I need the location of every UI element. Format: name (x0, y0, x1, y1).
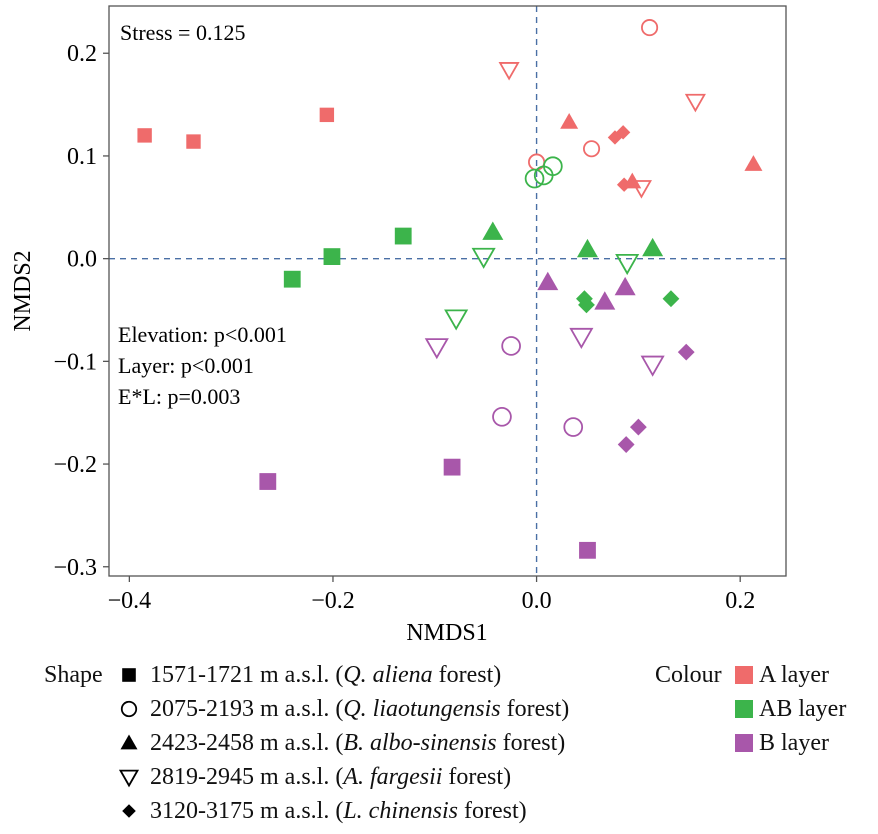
y-tick-label: 0.1 (67, 144, 97, 170)
data-point-b-circle (501, 336, 521, 356)
data-point-a-square (137, 128, 152, 143)
square-icon (122, 668, 136, 682)
data-point-ab-diamond (578, 296, 595, 314)
data-point-a-triangle-up (560, 113, 579, 129)
data-point-ab-triangle-up (576, 238, 598, 258)
shape-legend-label: 2075-2193 m a.s.l. (Q. liaotungensis for… (150, 696, 570, 722)
data-point-ab-triangle-up (642, 237, 664, 257)
data-point-a-triangle-down (630, 180, 652, 199)
data-point-ab-diamond (662, 290, 680, 308)
data-point-ab-circle (524, 168, 545, 189)
legend-triangle-up-marker (120, 734, 138, 750)
shape-legend-label: 3120-3175 m a.s.l. (L. chinensis forest) (150, 798, 527, 824)
shape-legend: Shape 1571-1721 m a.s.l. (Q. aliena fores… (44, 658, 569, 828)
data-point-a-triangle-down (684, 93, 706, 113)
elevation-annotation: Elevation: p<0.001 (118, 322, 287, 347)
data-point-b-square (579, 541, 596, 559)
shape-legend-item: 3120-3175 m a.s.l. (L. chinensis forest) (44, 794, 569, 828)
shape-legend-item: Shape 1571-1721 m a.s.l. (Q. aliena fores… (44, 658, 569, 692)
data-point-a-diamond (615, 125, 631, 140)
colour-legend-item: Colour A layer (655, 658, 846, 692)
data-point-a-square (186, 134, 201, 149)
colour-legend: Colour A layer AB layer B layer (655, 658, 846, 760)
legend-triangle-down-marker (118, 769, 140, 788)
data-point-b-triangle-down (569, 327, 594, 350)
colour-legend-label: AB layer (759, 696, 847, 722)
colour-legend-label: B layer (759, 730, 829, 756)
colour-legend-item: AB layer (655, 692, 846, 726)
data-point-a-circle (641, 19, 659, 37)
triangle-up-icon (120, 734, 138, 750)
legend-square-marker (122, 668, 136, 682)
data-point-b-diamond (629, 418, 647, 436)
shape-legend-title: Shape (44, 662, 103, 688)
colour-legend-title: Colour (655, 662, 722, 688)
y-tick-label: −0.2 (53, 452, 97, 478)
data-point-b-circle (563, 417, 584, 437)
data-point-a-diamond (616, 177, 632, 192)
shape-legend-item: 2075-2193 m a.s.l. (Q. liaotungensis for… (44, 692, 569, 726)
triangle-down-icon (118, 769, 140, 788)
data-point-b-diamond (617, 436, 635, 453)
data-point-ab-square (283, 270, 301, 288)
data-point-b-triangle-up (614, 276, 636, 296)
y-tick-label: −0.3 (53, 555, 97, 581)
x-tick-label: −0.4 (108, 588, 152, 614)
shape-legend-item: 2423-2458 m a.s.l. (B. albo-sinensis for… (44, 726, 569, 760)
x-axis-title: NMDS1 (406, 620, 487, 646)
data-point-ab-triangle-down (444, 309, 469, 331)
colour-legend-item: B layer (655, 726, 846, 760)
nmds-plot: −0.4 −0.2 0.0 0.2 −0.3 −0.2 −0.1 0.0 0.1 0.2 Str… (10, 5, 787, 646)
data-point-b-circle (492, 406, 512, 427)
shape-legend-item: 2819-2945 m a.s.l. (A. fargesii forest) (44, 760, 569, 794)
layer-annotation: Layer: p<0.001 (118, 353, 254, 378)
data-point-b-triangle-down (424, 338, 449, 360)
y-axis-title: NMDS2 (10, 250, 36, 331)
colour-legend-label: A layer (759, 662, 829, 688)
legend-circle-marker (120, 700, 138, 718)
diamond-icon (122, 804, 136, 818)
data-point-b-square (443, 458, 461, 476)
plot-frame (108, 5, 787, 577)
data-point-b-square (259, 473, 277, 490)
colour-swatch-b (735, 734, 753, 752)
shape-legend-label: 1571-1721 m a.s.l. (Q. aliena forest) (150, 662, 502, 688)
colour-swatch-ab (735, 700, 753, 718)
data-point-ab-square (323, 248, 341, 265)
x-tick-label: 0.0 (522, 588, 552, 614)
x-tick-label: −0.2 (311, 588, 355, 614)
data-point-ab-square (394, 227, 412, 245)
data-point-b-triangle-up (537, 271, 559, 291)
shape-legend-label: 2819-2945 m a.s.l. (A. fargesii forest) (150, 764, 512, 790)
legend-diamond-marker (122, 804, 136, 818)
y-tick-label: 0.0 (67, 247, 97, 273)
data-point-ab-triangle-down (471, 247, 496, 269)
data-point-b-triangle-down (640, 355, 665, 377)
data-point-b-diamond (677, 343, 695, 361)
interaction-annotation: E*L: p=0.003 (118, 384, 240, 409)
x-tick-label: 0.2 (725, 588, 755, 614)
y-tick-label: 0.2 (67, 41, 97, 67)
data-point-ab-circle (543, 156, 563, 177)
data-point-a-triangle-down (498, 62, 520, 81)
data-point-ab-triangle-down (615, 253, 640, 276)
colour-swatch-a (735, 666, 753, 684)
circle-icon (120, 700, 138, 718)
y-tick-label: −0.1 (53, 349, 97, 375)
data-point-a-circle (583, 140, 601, 158)
data-point-b-triangle-up (594, 291, 616, 310)
data-point-a-triangle-up (744, 155, 763, 171)
stress-annotation: Stress = 0.125 (120, 20, 245, 45)
shape-legend-label: 2423-2458 m a.s.l. (B. albo-sinensis for… (150, 730, 566, 756)
data-point-ab-triangle-up (482, 221, 504, 240)
data-point-a-square (319, 107, 335, 123)
